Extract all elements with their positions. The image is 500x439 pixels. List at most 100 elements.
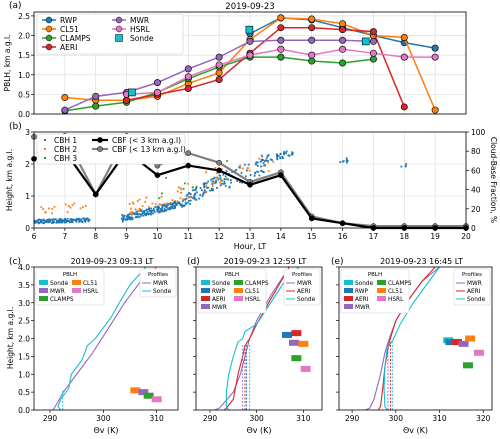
panel-b-point-cbh1 — [129, 213, 132, 215]
panel-a-point-aeri — [308, 24, 316, 32]
panel-a-point-hsrl — [308, 51, 316, 59]
panel-d-legend-pblh-swatch — [234, 296, 243, 301]
panel-b-point-cbh3 — [207, 186, 210, 189]
panel-d-legend-pblh-text: MWR — [212, 305, 227, 311]
panel-b-point-cbh1 — [153, 209, 156, 212]
panel-b-point-cbh1 — [56, 220, 58, 222]
panel-b-point-cbh1 — [213, 177, 216, 180]
panel-b-point-cbh1 — [241, 181, 244, 184]
panel-b-point-cbh2 — [160, 195, 163, 198]
panel-e-legend-pblh-swatch — [344, 288, 353, 293]
panel-a-point-aeri — [215, 75, 223, 83]
panel-b-point-cbh1 — [346, 160, 349, 162]
panel-b-point-cbh1 — [255, 161, 258, 164]
panel-b-legend-marker — [44, 157, 46, 159]
panel-b-point-cbh1 — [36, 219, 39, 222]
panel-b-point-cbh1 — [33, 219, 36, 222]
panel-a-point-hsrl — [431, 53, 439, 61]
panel-b-point-cbh1 — [195, 198, 198, 201]
panel-a-point-aeri — [123, 96, 131, 104]
panel-b-point-cbh1 — [193, 194, 196, 197]
panel-b-point-cbh1 — [160, 209, 163, 212]
panel-b-point-cbh2 — [176, 200, 179, 203]
panel-b-point-cbh1 — [261, 155, 264, 158]
panel-b-point-cbh1 — [283, 152, 285, 154]
panel-b-point-cbh1 — [69, 218, 72, 221]
panel-d-legend-profiles-text: MWR — [297, 281, 312, 287]
panel-b-point-cbh1 — [70, 220, 73, 222]
panel-b-point-cbh2 — [130, 213, 133, 216]
panel-b-xtick-label: 20 — [461, 232, 471, 241]
panel-e-xlabel: Θv (K) — [403, 426, 428, 435]
panel-d-legend-pblh-text: CL51 — [245, 289, 260, 295]
panel-b-point-cbh1 — [169, 207, 171, 210]
panel-b-point-cbh1 — [171, 205, 174, 208]
panel-b-xtick-label: 13 — [245, 232, 255, 241]
panel-b-point-cbh1 — [161, 208, 163, 210]
panel-b-point-cbh1 — [215, 179, 217, 182]
panel-b-point-cbh1 — [171, 203, 174, 206]
panel-b-point-cbh1 — [223, 180, 226, 183]
panel-b-point-cbh2 — [239, 164, 242, 167]
panel-c-pblh-bar-cl51 — [130, 387, 141, 394]
panel-b-point-cbh1 — [55, 221, 58, 224]
panel-b-point-cbh1 — [152, 207, 155, 210]
panel-b-point-cbh1 — [76, 217, 78, 220]
panel-c-ytick-label: 1.0 — [18, 370, 30, 379]
panel-b-point-cbh1 — [128, 216, 131, 219]
panel-b-point-cbh1 — [342, 160, 345, 163]
panel-c-pblh-bar-mwr — [138, 389, 149, 396]
panel-b-point-cbh1 — [199, 194, 202, 196]
panel-b-xtick-label: 10 — [153, 232, 163, 241]
panel-b-xtick-label: 11 — [184, 232, 194, 241]
panel-b-point-cbh1 — [260, 169, 263, 172]
panel-c-ytick-label: 2.5 — [18, 317, 30, 326]
panel-b-point-cbh1 — [210, 189, 213, 192]
panel-b-point-cbh1 — [219, 184, 222, 187]
panel-b-point-cbh2 — [169, 201, 172, 204]
panel-b-point-cbh1 — [281, 157, 284, 160]
panel-e-legend-pblh-swatch — [344, 280, 353, 285]
panel-b-point-cbh1 — [227, 178, 229, 181]
panel-b-point-cbh1 — [143, 212, 146, 215]
panel-b-point-cbh1 — [276, 156, 279, 158]
panel-a-point-cl51 — [308, 15, 316, 23]
panel-b-point-cbh1 — [179, 203, 182, 206]
panel-b-point-cbh1 — [46, 220, 49, 223]
panel-b-point-cbh1 — [129, 218, 132, 221]
panel-b-point-cbh1 — [143, 213, 146, 216]
panel-e-legend-pblh-text: AERI — [355, 297, 369, 303]
panel-b-point-cbh1 — [85, 218, 88, 221]
panel-b-point-cbh1 — [191, 189, 194, 192]
panel-c-pblh-bar-clamps — [143, 392, 154, 399]
panel-b-point-cbh1 — [184, 201, 187, 204]
panel-b-point-cbh1 — [210, 178, 212, 181]
panel-d-xtick-label: 310 — [296, 414, 311, 423]
panel-c-pblh-bar-hsrl — [151, 396, 162, 403]
panel-b-y2tick-label: 40 — [471, 186, 481, 195]
panel-c-profile-mwr — [52, 266, 158, 411]
panel-b-point-cbh1 — [167, 208, 170, 210]
panel-c-xlabel: Θv (K) — [93, 426, 118, 435]
panel-b-point-cbh2 — [205, 191, 208, 193]
panel-b-point-cbh1 — [276, 155, 279, 157]
panel-a-point-aeri — [339, 26, 347, 34]
panel-e-legend-profiles-text: AERI — [467, 289, 481, 295]
panel-c-legend-pblh-swatch — [72, 280, 81, 285]
panel-b-point-cbh1 — [234, 170, 237, 173]
panel-e-legend-pblh-swatch — [377, 288, 386, 293]
panel-b-point-cbh1 — [189, 199, 192, 202]
panel-b-point-cbh2 — [130, 207, 132, 210]
panel-b-point-cbf — [154, 172, 161, 179]
panel-b-point-cbh1 — [219, 177, 222, 180]
panel-d-pblh-bar-cl51 — [298, 340, 309, 347]
panel-b-point-cbh1 — [52, 218, 55, 221]
panel-b-point-cbh1 — [156, 210, 159, 213]
panel-e-pblh-bar-clamps — [462, 362, 473, 369]
panel-a-point-clamps — [277, 53, 285, 61]
panel-e-legend-pblh-title: PBLH — [368, 272, 382, 278]
panel-a-legend-marker — [115, 16, 123, 24]
panel-b-legend-text: CBF (< 13 km a.g.l) — [112, 145, 186, 154]
panel-d-legend-pblh-swatch — [234, 288, 243, 293]
